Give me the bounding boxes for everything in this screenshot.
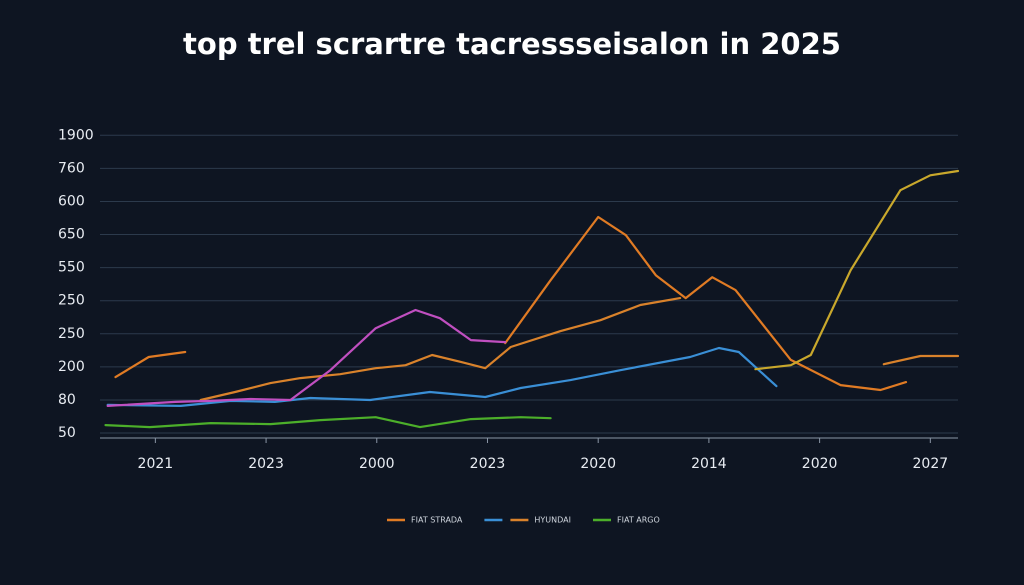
y-tick-label: 600: [58, 193, 85, 209]
y-tick-label: 50: [58, 425, 76, 441]
x-tick-label: 2020: [580, 456, 616, 472]
y-tick-label: 200: [58, 359, 85, 375]
y-tick-label: 250: [58, 326, 85, 342]
legend-label: FIAT STRADA: [411, 516, 463, 525]
y-tick-label: 760: [58, 160, 85, 176]
x-tick-label: 2014: [691, 456, 727, 472]
series-line: [106, 346, 778, 407]
series-line: [104, 416, 552, 429]
x-tick-label: 2021: [138, 456, 174, 472]
y-tick-label: 80: [58, 392, 76, 408]
series-line: [199, 297, 960, 402]
x-tick-label: 2020: [802, 456, 838, 472]
chart-title: top trel scrartre tacressseisalon in 202…: [183, 27, 841, 61]
series-line: [114, 215, 908, 392]
legend-label: FIAT ARGO: [617, 516, 660, 525]
legend-label: HYUNDAI: [534, 516, 571, 525]
y-tick-label: 1900: [58, 127, 94, 143]
y-tick-label: 650: [58, 227, 85, 243]
x-tick-label: 2023: [470, 456, 506, 472]
x-tick-label: 2027: [913, 456, 949, 472]
y-tick-label: 550: [58, 260, 85, 276]
x-tick-label: 2000: [359, 456, 395, 472]
series-line: [106, 308, 507, 407]
y-tick-label: 250: [58, 293, 85, 309]
x-tick-label: 2023: [248, 456, 284, 472]
series-line: [754, 169, 960, 371]
